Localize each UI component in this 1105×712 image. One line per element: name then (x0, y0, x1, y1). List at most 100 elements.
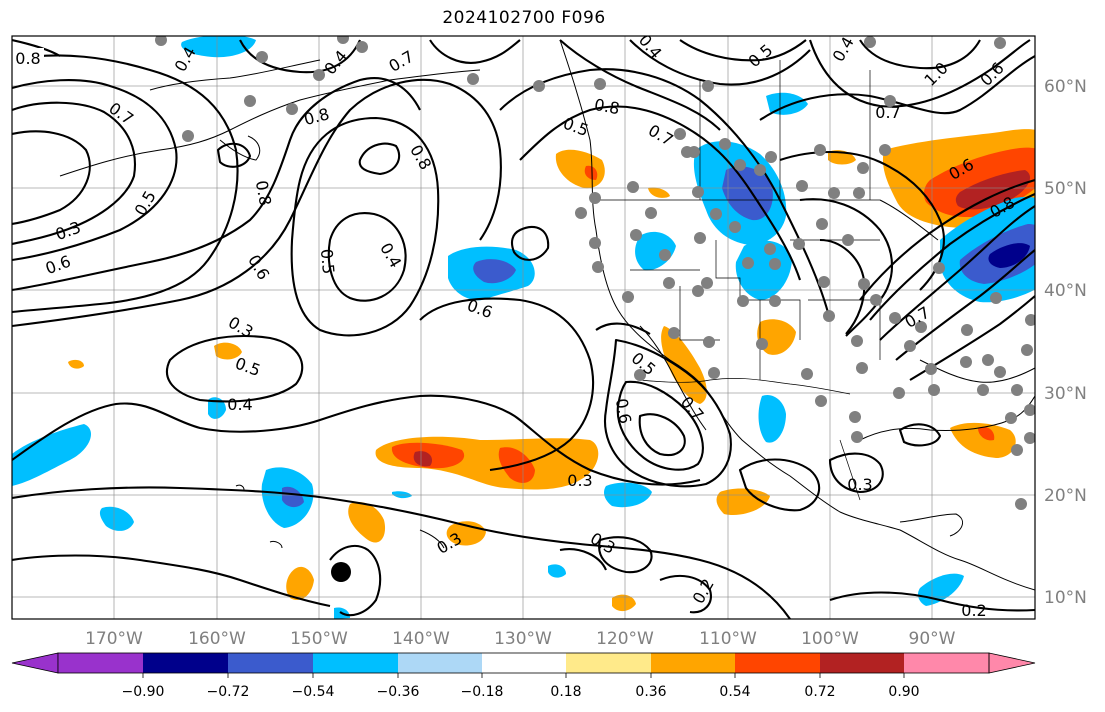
contour-label: 0.3 (847, 475, 872, 494)
marker-dot (331, 562, 351, 582)
map-frame (11, 35, 1036, 620)
anomaly-fill-positive (68, 359, 84, 369)
station-dot (857, 162, 869, 174)
anomaly-fill-positive-strong (955, 170, 1031, 210)
station-dot (884, 95, 896, 107)
station-dot (592, 261, 604, 273)
station-dot (742, 257, 754, 269)
lat-label: 10°N (1044, 588, 1087, 608)
colorbar-swatch (735, 653, 820, 673)
lat-label: 50°N (1044, 179, 1087, 199)
station-dot (708, 367, 720, 379)
station-dot (818, 276, 830, 288)
station-dot (828, 187, 840, 199)
station-dot (594, 78, 606, 90)
station-dot (668, 327, 680, 339)
station-dot (1005, 412, 1017, 424)
lon-label: 100°W (801, 629, 859, 649)
colorbar-swatch (228, 653, 313, 673)
station-dot (589, 192, 601, 204)
station-dot (674, 128, 686, 140)
anomaly-fill-negative (548, 564, 566, 578)
anomaly-fill-negative (766, 92, 808, 115)
colorbar-swatch (398, 653, 482, 673)
station-dot (801, 368, 813, 380)
station-dot (703, 336, 715, 348)
station-dot (634, 369, 646, 381)
colorbar-swatch (143, 653, 228, 673)
anomaly-fill-positive (648, 187, 670, 198)
anomaly-fill-positive (950, 422, 1016, 458)
lon-label: 130°W (494, 629, 552, 649)
station-dot (701, 277, 713, 289)
station-dot (256, 51, 268, 63)
lon-label: 90°W (909, 629, 956, 649)
anomaly-fill-positive (348, 501, 386, 543)
station-dot (961, 324, 973, 336)
station-dot (702, 80, 714, 92)
anomaly-fill-positive-strong (413, 451, 433, 467)
anomaly-fill-positive (214, 342, 242, 360)
anomaly-fill-negative-strong (282, 486, 304, 508)
station-dot (856, 362, 868, 374)
station-dots (155, 36, 1035, 510)
station-dot (622, 291, 634, 303)
anomaly-fill-positive (612, 594, 636, 612)
contour-label: 0.8 (15, 49, 40, 68)
colorbar-swatch (651, 653, 735, 673)
anomaly-fills (12, 36, 1035, 619)
station-dot (1011, 444, 1023, 456)
station-dot (1011, 384, 1023, 396)
station-dot (870, 294, 882, 306)
lon-label: 160°W (188, 629, 246, 649)
station-dot (729, 221, 741, 233)
station-dot (533, 80, 545, 92)
colorbar-tick-label: −0.54 (292, 684, 335, 700)
station-dot (1025, 314, 1035, 326)
station-dot (982, 354, 994, 366)
colorbar-tick-label: 0.90 (888, 684, 919, 700)
station-dot (990, 292, 1002, 304)
colorbar-tick-label: −0.18 (461, 684, 504, 700)
lat-label: 60°N (1044, 77, 1087, 97)
station-dot (337, 36, 349, 44)
station-dot (589, 237, 601, 249)
station-dot (737, 295, 749, 307)
colorbar-extend-low (11, 652, 59, 674)
anomaly-fill-positive (661, 326, 707, 404)
colorbar-tick-label: −0.90 (122, 684, 165, 700)
station-dot (994, 366, 1006, 378)
station-dot (575, 207, 587, 219)
station-dot (688, 146, 700, 158)
station-dot (815, 395, 827, 407)
station-dot (816, 218, 828, 230)
station-dot (823, 310, 835, 322)
station-dot (692, 285, 704, 297)
map-title: 2024102700 F096 (442, 8, 606, 28)
station-dot (933, 262, 945, 274)
contour-label: 0.8 (593, 95, 621, 118)
station-dot (849, 411, 861, 423)
station-dot (864, 36, 876, 48)
colorbar-tick-label: −0.72 (207, 684, 250, 700)
station-dot (719, 138, 731, 150)
station-dot (710, 208, 722, 220)
anomaly-fill-positive (286, 566, 314, 600)
station-dot (244, 95, 256, 107)
station-dot (904, 340, 916, 352)
station-dot (994, 37, 1006, 49)
station-dot (659, 249, 671, 261)
station-dot (977, 384, 989, 396)
contour-label: 0.4 (227, 395, 252, 414)
anomaly-fill-negative (181, 36, 256, 58)
lat-label: 30°N (1044, 384, 1087, 404)
station-dot (915, 321, 927, 333)
contour-lines (12, 38, 1035, 619)
contour-label: 0.7 (875, 103, 900, 122)
lat-label: 20°N (1044, 486, 1087, 506)
station-dot (814, 144, 826, 156)
station-dot (313, 69, 325, 81)
station-dot (893, 387, 905, 399)
colorbar-tick-label: 0.72 (804, 684, 835, 700)
